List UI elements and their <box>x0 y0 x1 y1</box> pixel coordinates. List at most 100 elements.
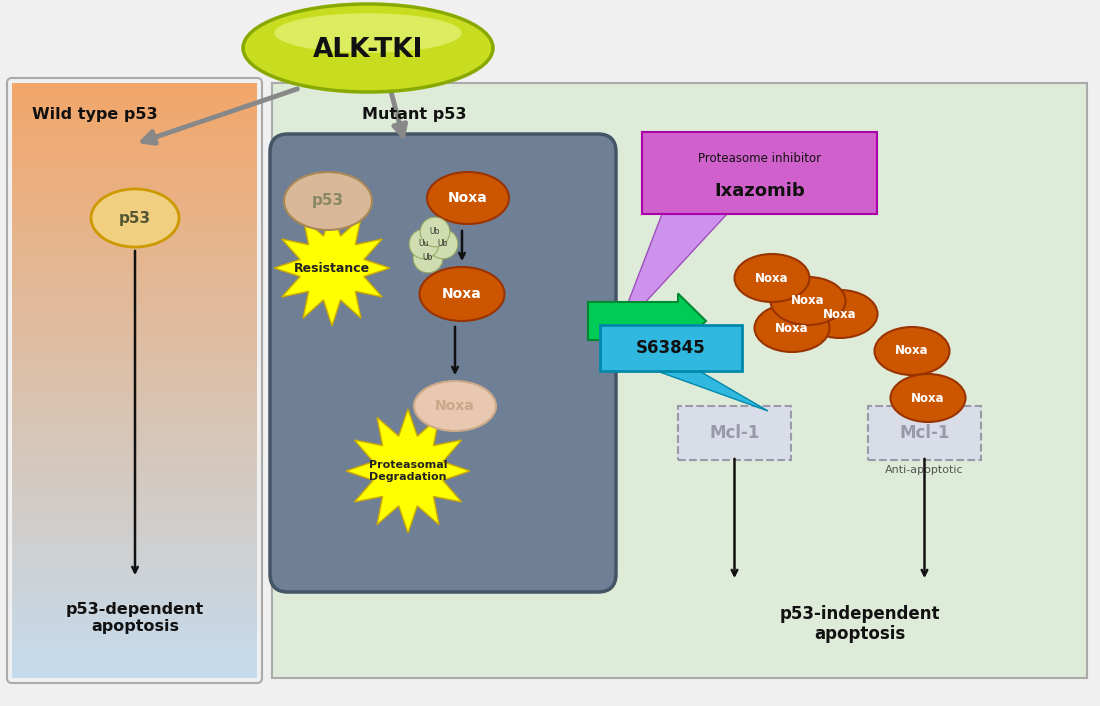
Bar <box>12 559 257 566</box>
Ellipse shape <box>891 374 966 422</box>
Text: Noxa: Noxa <box>756 272 789 285</box>
Bar <box>12 292 257 299</box>
Bar <box>12 135 257 143</box>
Text: S63845: S63845 <box>636 339 706 357</box>
Bar <box>12 246 257 254</box>
Bar <box>12 403 257 410</box>
Bar <box>12 366 257 373</box>
Bar <box>12 641 257 648</box>
Bar <box>12 648 257 656</box>
Ellipse shape <box>874 327 949 375</box>
Bar <box>12 172 257 180</box>
FancyArrow shape <box>588 294 706 349</box>
Text: Uu: Uu <box>419 239 429 249</box>
Text: p53: p53 <box>119 210 151 225</box>
Bar <box>12 566 257 574</box>
Bar <box>12 83 257 90</box>
Text: Mutant p53: Mutant p53 <box>362 107 466 121</box>
Bar <box>12 202 257 210</box>
Text: Noxa: Noxa <box>448 191 488 205</box>
Bar <box>12 611 257 618</box>
Ellipse shape <box>803 290 878 338</box>
Bar <box>12 551 257 559</box>
Bar <box>12 671 257 678</box>
Bar <box>12 358 257 366</box>
Bar <box>12 195 257 202</box>
Text: Ub: Ub <box>430 227 440 237</box>
Text: Wild type p53: Wild type p53 <box>32 107 157 121</box>
Bar <box>12 581 257 589</box>
Bar <box>12 157 257 164</box>
Bar <box>12 120 257 128</box>
Polygon shape <box>274 210 390 326</box>
Bar <box>12 604 257 611</box>
FancyBboxPatch shape <box>868 406 981 460</box>
FancyBboxPatch shape <box>642 132 877 214</box>
Ellipse shape <box>91 189 179 247</box>
Bar <box>12 164 257 172</box>
Bar <box>12 299 257 306</box>
Text: Noxa: Noxa <box>823 308 857 321</box>
Bar <box>12 276 257 284</box>
Bar <box>12 232 257 239</box>
Bar <box>12 537 257 544</box>
Bar <box>12 469 257 477</box>
Bar <box>12 217 257 225</box>
Bar <box>12 515 257 522</box>
Bar <box>12 418 257 425</box>
Bar <box>12 455 257 462</box>
Bar <box>12 105 257 113</box>
Bar <box>12 395 257 403</box>
Bar <box>12 143 257 150</box>
Bar <box>12 239 257 246</box>
Circle shape <box>428 229 458 259</box>
Text: Mcl-1: Mcl-1 <box>710 424 760 442</box>
Text: p53-independent
apoptosis: p53-independent apoptosis <box>780 604 940 643</box>
Bar <box>12 254 257 261</box>
Bar <box>12 90 257 98</box>
Polygon shape <box>346 409 470 533</box>
Bar <box>12 180 257 187</box>
Bar <box>12 530 257 537</box>
Text: Noxa: Noxa <box>791 294 825 308</box>
Bar <box>12 633 257 641</box>
Bar <box>12 544 257 551</box>
Bar <box>12 210 257 217</box>
Bar <box>12 433 257 440</box>
Bar <box>12 500 257 507</box>
Text: Noxa: Noxa <box>911 392 945 405</box>
Bar <box>12 381 257 388</box>
Bar <box>12 410 257 418</box>
Bar <box>12 574 257 581</box>
Bar <box>12 388 257 395</box>
Bar <box>12 477 257 484</box>
Bar <box>12 284 257 292</box>
Polygon shape <box>657 371 768 411</box>
Bar <box>12 98 257 105</box>
Ellipse shape <box>770 277 846 325</box>
Bar <box>12 261 257 269</box>
FancyBboxPatch shape <box>272 83 1087 678</box>
Ellipse shape <box>414 381 496 431</box>
Bar <box>12 656 257 663</box>
Text: Resistance: Resistance <box>294 261 370 275</box>
Bar <box>12 589 257 596</box>
Bar <box>12 336 257 343</box>
Text: Noxa: Noxa <box>436 399 475 413</box>
Bar <box>12 373 257 381</box>
Bar <box>12 328 257 336</box>
Bar <box>12 440 257 448</box>
Text: Ub: Ub <box>422 253 433 263</box>
Bar <box>12 343 257 351</box>
Ellipse shape <box>243 4 493 92</box>
Bar <box>12 522 257 530</box>
Bar <box>12 484 257 492</box>
FancyBboxPatch shape <box>678 406 791 460</box>
Text: p53: p53 <box>312 193 344 208</box>
Ellipse shape <box>284 172 372 230</box>
Bar <box>12 128 257 135</box>
Text: Noxa: Noxa <box>442 287 482 301</box>
FancyBboxPatch shape <box>600 325 742 371</box>
Bar <box>12 306 257 313</box>
Bar <box>12 448 257 455</box>
